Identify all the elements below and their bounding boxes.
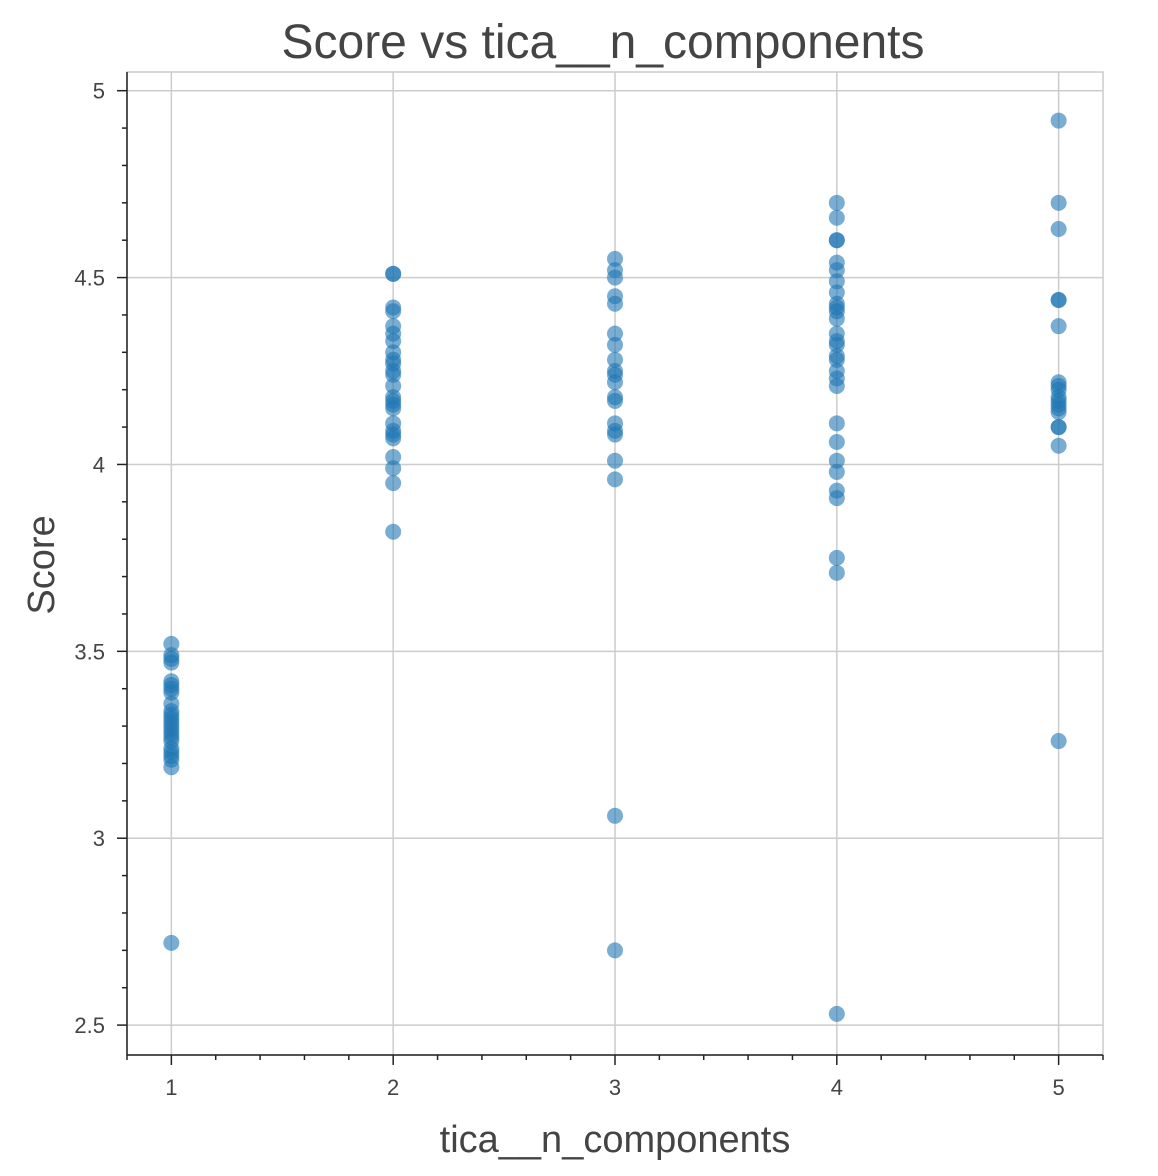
scatter-point	[1050, 733, 1067, 750]
scatter-point	[385, 333, 402, 350]
x-tick-label: 4	[831, 1075, 843, 1100]
scatter-point	[828, 564, 845, 581]
scatter-point	[385, 475, 402, 492]
scatter-point	[163, 934, 180, 951]
y-tick-label: 3	[93, 826, 105, 851]
scatter-point	[385, 523, 402, 540]
scatter-point	[385, 303, 402, 320]
scatter-point	[1050, 419, 1067, 436]
scatter-point	[607, 351, 623, 368]
scatter-point	[828, 336, 845, 353]
scatter-point	[385, 400, 402, 417]
scatter-point	[1050, 194, 1067, 211]
scatter-point	[163, 635, 180, 652]
scatter-point	[607, 295, 623, 312]
scatter-point	[163, 759, 180, 776]
scatter-point	[828, 452, 845, 469]
scatter-point	[607, 250, 623, 267]
data-points	[163, 112, 1067, 1022]
y-tick-label: 4	[93, 452, 105, 477]
scatter-point	[828, 262, 845, 279]
scatter-point	[1050, 437, 1067, 454]
scatter-point	[385, 265, 402, 282]
scatter-point	[607, 942, 623, 959]
axes: 1 2 3 4 5 2.5 3 3.5 4 4.5 5	[74, 72, 1104, 1100]
scatter-point	[828, 1005, 845, 1022]
y-tick-label: 4.5	[74, 266, 105, 291]
scatter-point	[828, 415, 845, 432]
scatter-point	[1050, 220, 1067, 237]
scatter-point	[607, 392, 623, 409]
scatter-point	[607, 471, 623, 488]
scatter-point	[828, 549, 845, 566]
grid	[126, 71, 1104, 1056]
scatter-point	[607, 336, 623, 353]
scatter-point	[385, 366, 402, 383]
scatter-point	[828, 284, 845, 301]
scatter-point	[828, 273, 845, 290]
scatter-point	[1050, 291, 1067, 308]
scatter-point	[385, 460, 402, 477]
x-tick-label: 2	[387, 1075, 399, 1100]
scatter-point	[828, 490, 845, 507]
y-tick-label: 5	[93, 79, 105, 104]
scatter-point	[828, 377, 845, 394]
scatter-point	[828, 463, 845, 480]
scatter-point	[385, 430, 402, 447]
scatter-point	[828, 310, 845, 327]
scatter-point	[607, 807, 623, 824]
y-tick-label: 3.5	[74, 639, 105, 664]
scatter-point	[385, 377, 402, 394]
scatter-point	[163, 684, 180, 701]
scatter-point	[163, 654, 180, 671]
scatter-point	[828, 351, 845, 368]
scatter-point	[828, 232, 845, 249]
chart-title: Score vs tica__n_components	[281, 16, 924, 69]
scatter-point	[607, 426, 623, 443]
scatter-point	[385, 448, 402, 465]
y-axis-label: Score	[21, 515, 63, 614]
y-tick-label: 2.5	[74, 1013, 105, 1038]
scatter-point	[1050, 404, 1067, 421]
x-axis-label: tica__n_components	[440, 1119, 791, 1161]
scatter-point	[607, 452, 623, 469]
scatter-point	[1050, 318, 1067, 335]
x-tick-label: 5	[1053, 1075, 1065, 1100]
scatter-point	[1050, 112, 1067, 129]
x-tick-label: 1	[165, 1075, 177, 1100]
scatter-point	[828, 194, 845, 211]
scatter-point	[828, 434, 845, 451]
x-tick-label: 3	[609, 1075, 621, 1100]
scatter-point	[607, 269, 623, 286]
scatter-point	[828, 209, 845, 226]
scatter-point	[607, 374, 623, 391]
scatter-point	[607, 325, 623, 342]
